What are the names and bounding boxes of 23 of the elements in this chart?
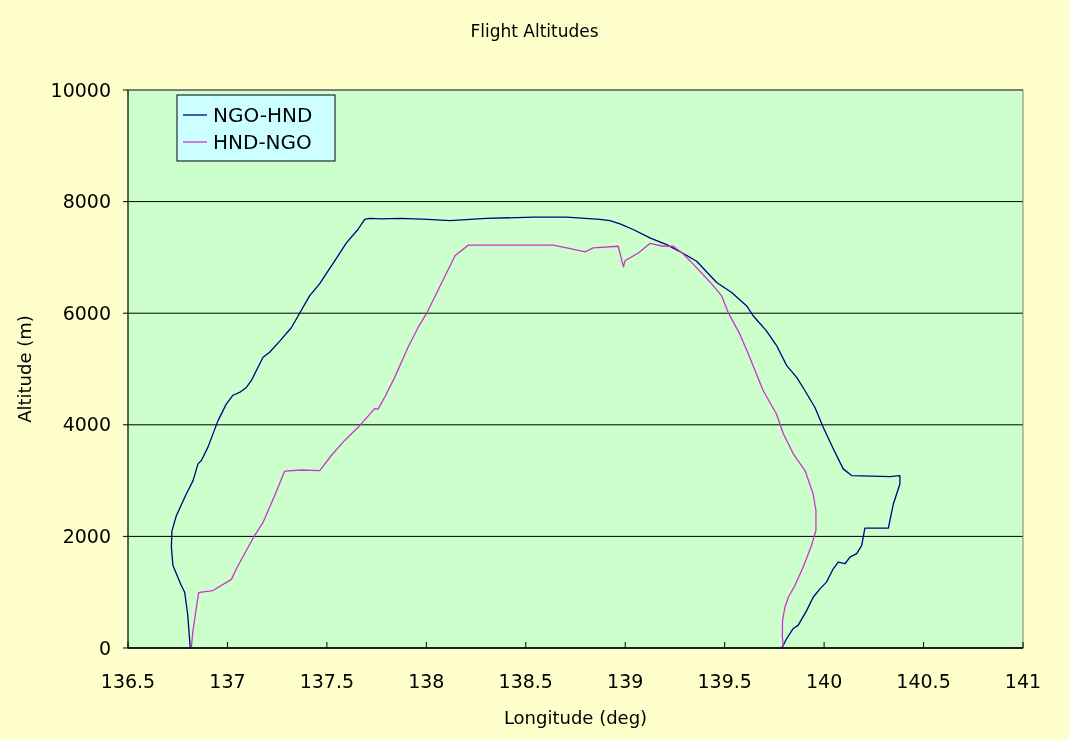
y-tick-label: 8000 [62, 190, 111, 213]
y-tick-label: 4000 [62, 413, 111, 436]
line-series [190, 242, 817, 649]
x-tick-label: 137 [209, 670, 246, 692]
x-axis-title: Longitude (deg) [503, 707, 648, 728]
x-tick-label: 139.5 [697, 670, 752, 692]
x-tick-label: 137.5 [299, 670, 355, 692]
x-tick-label: 136.5 [100, 670, 156, 692]
legend-label: NGO-HND [213, 103, 313, 128]
x-tick-label: 141 [1004, 670, 1042, 692]
y-tick-label: 2000 [62, 525, 111, 548]
y-axis-title: Altitude (m) [14, 315, 35, 423]
x-tick-label: 140 [805, 670, 843, 692]
x-tick-label: 139 [607, 670, 644, 692]
x-tick-label: 138.5 [498, 670, 553, 692]
y-tick-label: 0 [98, 636, 111, 659]
legend-label: HND-NGO [213, 130, 312, 155]
line-series [170, 216, 901, 649]
x-tick-label: 138 [408, 670, 445, 692]
y-tick-label: 6000 [62, 301, 111, 324]
y-tick-label: 10000 [50, 78, 111, 101]
x-tick-label: 140.5 [896, 670, 951, 692]
chart-title: Flight Altitudes [470, 21, 599, 41]
